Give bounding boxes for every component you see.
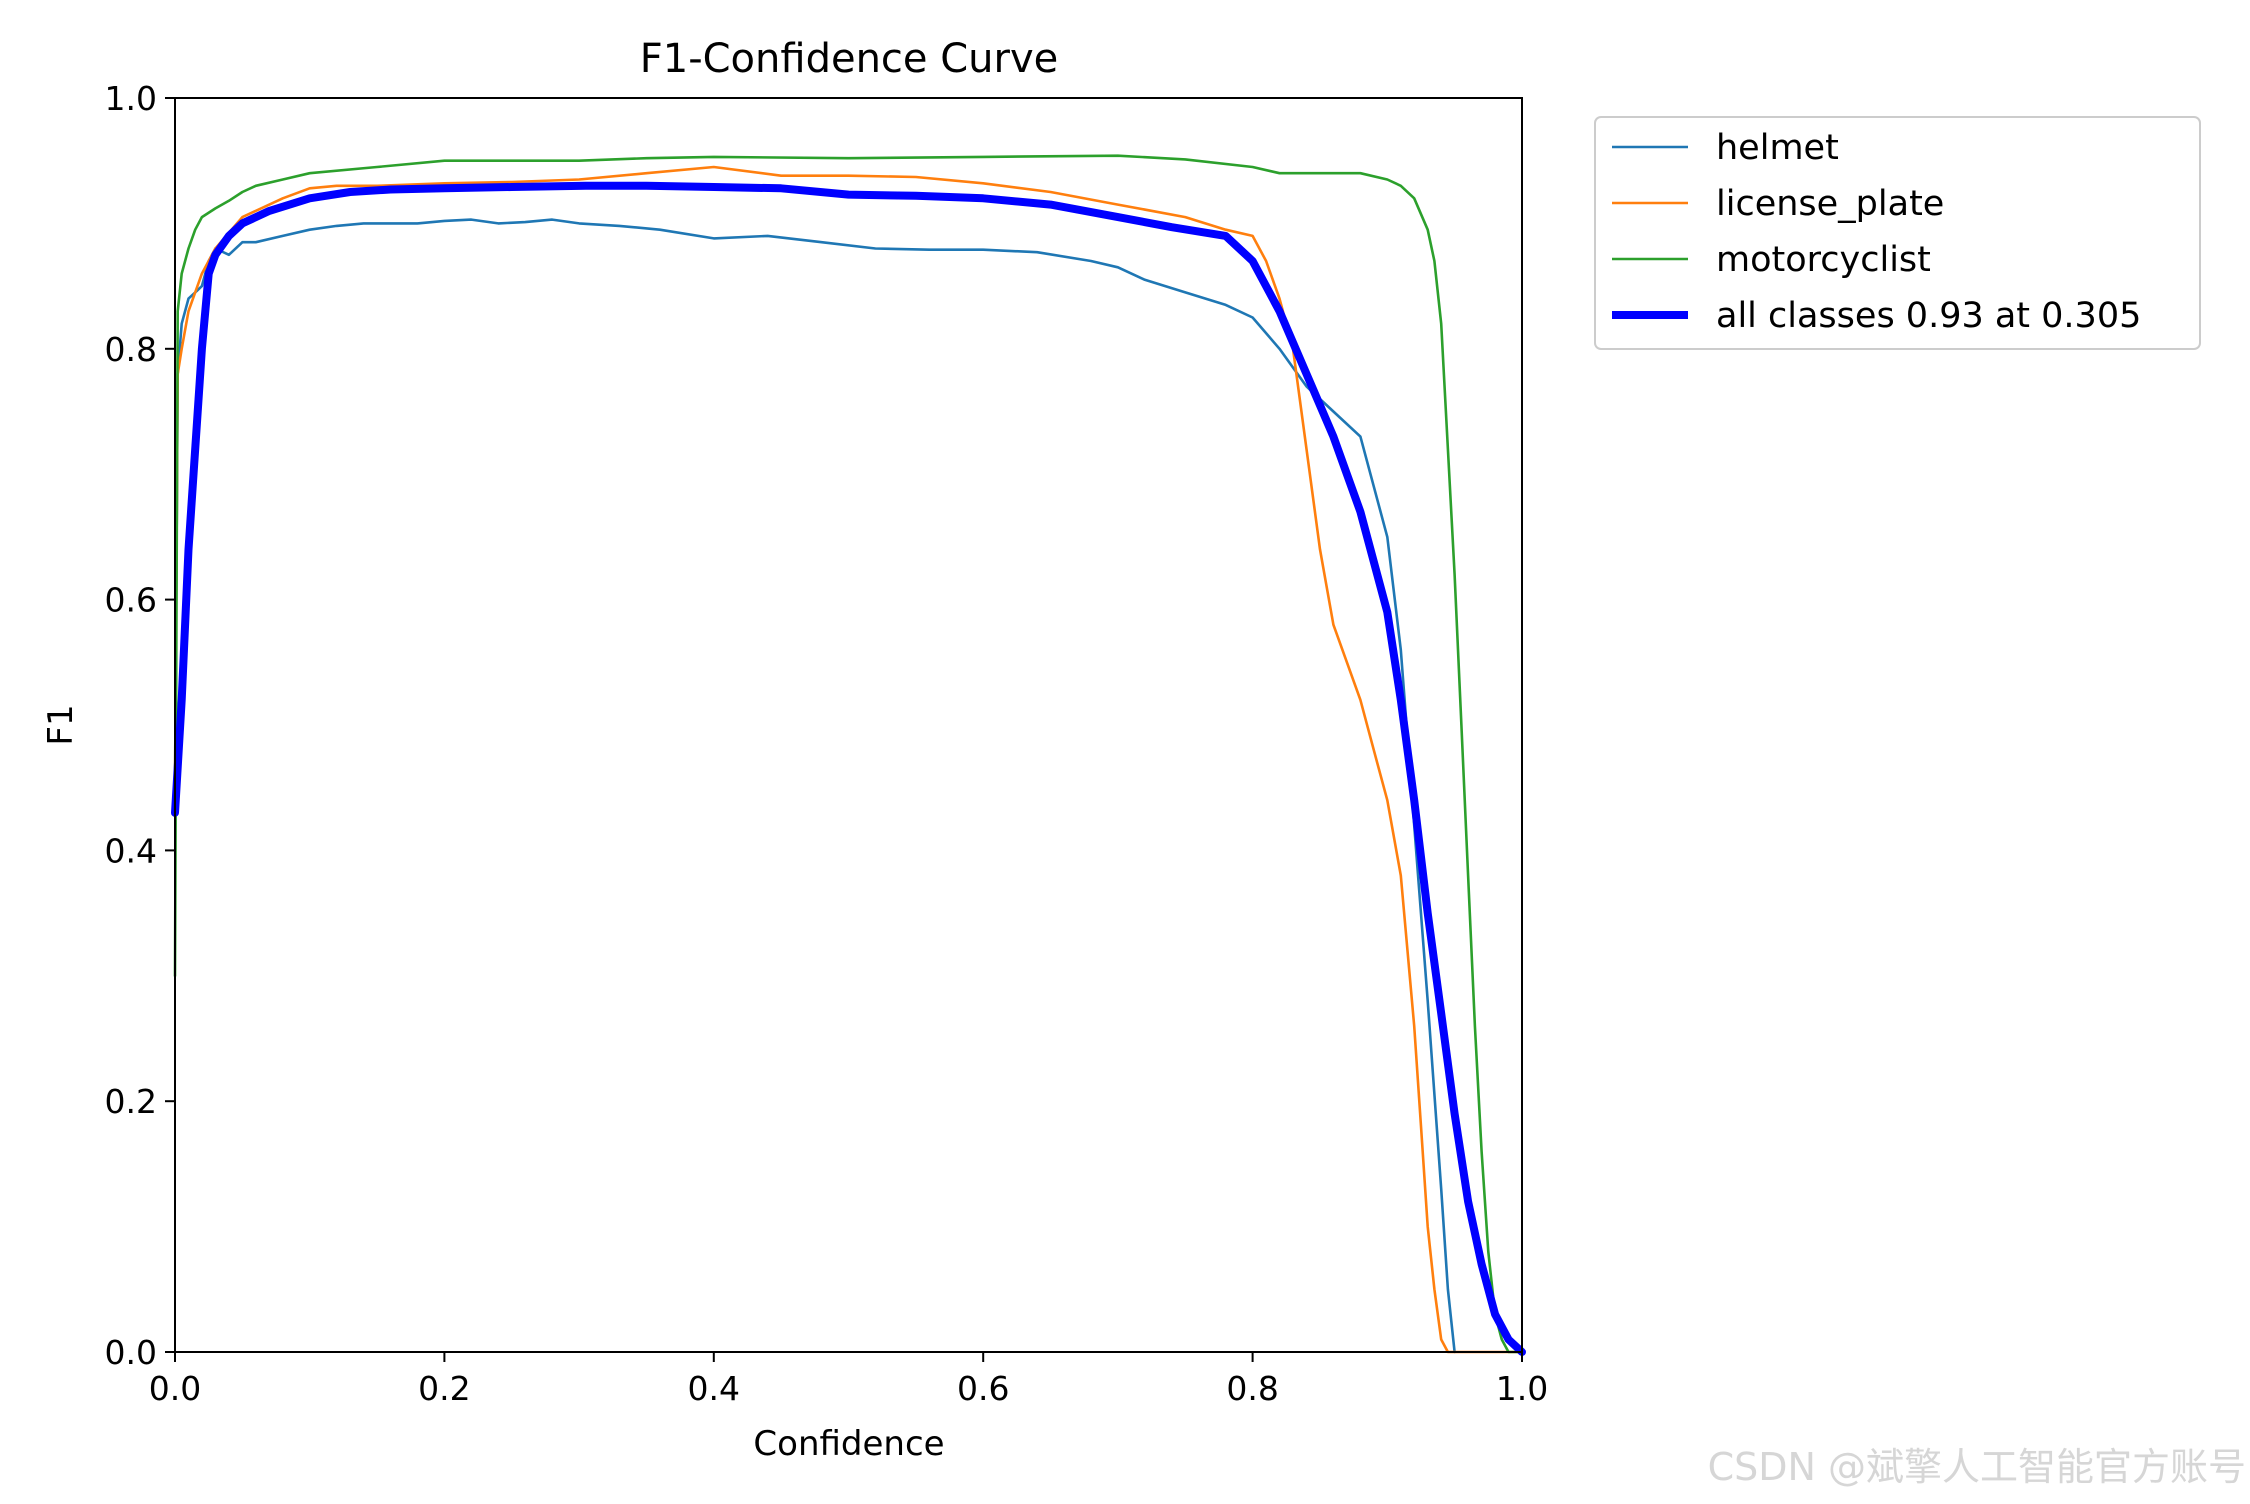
legend-label-motorcyclist: motorcyclist xyxy=(1716,240,1931,280)
x-tick-label: 0.4 xyxy=(688,1369,740,1408)
y-tick-label: 0.6 xyxy=(105,581,157,620)
y-tick-label: 0.2 xyxy=(105,1082,157,1121)
x-axis: 0.0 0.2 0.4 0.6 0.8 1.0 xyxy=(149,1352,1548,1408)
x-tick-label: 0.2 xyxy=(418,1369,470,1408)
plot-frame xyxy=(174,97,1523,1353)
x-tick-label: 1.0 xyxy=(1496,1369,1548,1408)
legend: helmet license_plate motorcyclist all class… xyxy=(1594,116,2201,350)
legend-label-license-plate: license_plate xyxy=(1716,184,1944,224)
y-axis: 0.0 0.2 0.4 0.6 0.8 1.0 xyxy=(105,79,175,1372)
plot-area xyxy=(175,98,1522,1352)
series-line-license-plate xyxy=(173,165,1524,1354)
legend-label-all: all classes 0.93 at 0.305 xyxy=(1716,296,2141,336)
series-line-motorcyclist xyxy=(173,154,1524,1354)
legend-label-helmet: helmet xyxy=(1716,128,1839,168)
x-axis-label: Confidence xyxy=(753,1424,944,1464)
y-tick-label: 0.0 xyxy=(105,1333,157,1372)
y-tick-label: 0.8 xyxy=(105,330,157,369)
plot-background xyxy=(175,98,1522,1352)
y-tick-label: 0.4 xyxy=(105,831,157,870)
y-axis-label: F1 xyxy=(41,704,81,745)
series-line-all xyxy=(171,181,1526,1356)
legend-box xyxy=(1594,116,2201,350)
series-layer xyxy=(171,154,1526,1356)
x-tick-label: 0.6 xyxy=(957,1369,1009,1408)
x-tick-label: 0.8 xyxy=(1226,1369,1278,1408)
y-tick-label: 1.0 xyxy=(105,79,157,118)
chart-title: F1-Confidence Curve xyxy=(640,36,1059,82)
series-line-helmet xyxy=(173,218,1456,1354)
watermark-text: CSDN @斌擎人工智能官方账号 xyxy=(1708,1445,2246,1489)
x-tick-label: 0.0 xyxy=(149,1369,201,1408)
